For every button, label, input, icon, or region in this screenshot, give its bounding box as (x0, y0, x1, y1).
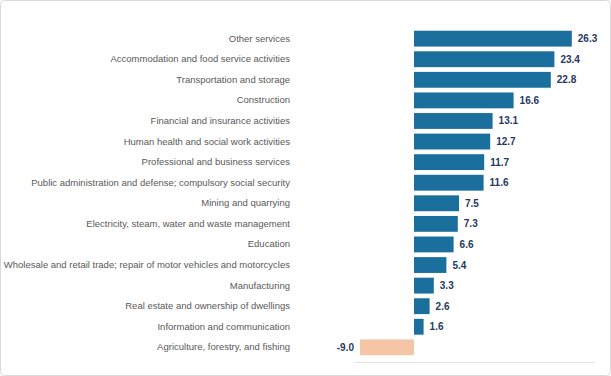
category-label: Agriculture, forestry, and fishing (157, 341, 290, 352)
bar (414, 319, 424, 335)
category-label: Construction (237, 94, 290, 105)
frame (1, 1, 611, 376)
data-label: 7.3 (464, 218, 478, 229)
category-label: Mining and quarrying (201, 197, 290, 208)
chart: Other services Accommodation and food ser… (0, 0, 611, 376)
bar (414, 154, 484, 170)
data-label: 7.5 (465, 198, 479, 209)
data-label: 26.3 (578, 33, 598, 44)
data-label: 1.6 (430, 321, 444, 332)
category-label: Accommodation and food service activitie… (110, 53, 290, 64)
category-label: Financial and insurance activities (151, 115, 291, 126)
category-tick: Public administration and defense; compu… (31, 177, 290, 188)
bar (414, 113, 493, 129)
bars (360, 31, 572, 356)
category-tick: Other services (229, 33, 290, 44)
bar (414, 257, 446, 273)
category-label: Manufacturing (230, 280, 290, 291)
data-label: 23.4 (560, 54, 580, 65)
category-tick: Human health and social work activities (124, 136, 291, 147)
data-label: 11.6 (490, 177, 509, 188)
data-label: 5.4 (452, 260, 466, 271)
bar (414, 31, 572, 47)
category-tick: Accommodation and food service activitie… (110, 53, 290, 64)
data-label: 11.7 (490, 157, 509, 168)
category-tick: Transportation and storage (176, 74, 290, 85)
bar (414, 72, 551, 88)
category-label: Electricity, steam, water and waste mana… (86, 218, 290, 229)
category-tick: Financial and insurance activities (151, 115, 291, 126)
bar (414, 51, 554, 67)
value-axis (355, 362, 595, 363)
category-label: Other services (229, 33, 290, 44)
bar (414, 134, 490, 150)
category-tick: Agriculture, forestry, and fishing (157, 341, 290, 352)
data-label: 16.6 (520, 95, 540, 106)
data-label: -9.0 (337, 342, 355, 353)
data-label: 2.6 (436, 301, 450, 312)
category-label: Real estate and ownership of dwellings (125, 300, 290, 311)
category-tick: Mining and quarrying (201, 197, 290, 208)
category-label: Public administration and defense; compu… (31, 177, 290, 188)
category-label: Education (248, 238, 290, 249)
category-tick: Wholesale and retail trade; repair of mo… (4, 259, 290, 270)
category-axis: Other services Accommodation and food ser… (4, 33, 291, 353)
category-label: Transportation and storage (176, 74, 290, 85)
data-label: 13.1 (499, 115, 519, 126)
category-tick: Manufacturing (230, 280, 290, 291)
value-axis-line (355, 362, 595, 363)
bar (414, 175, 484, 191)
data-label: 12.7 (496, 136, 516, 147)
category-label: Information and communication (157, 321, 290, 332)
data-labels: 26.3 23.4 22.8 16.613.1 12.7 11.7 11.6 7.5 7.3 6.… (337, 33, 598, 353)
data-label: 22.8 (557, 74, 577, 85)
category-label: Wholesale and retail trade; repair of mo… (4, 259, 290, 270)
data-label: 6.6 (460, 239, 474, 250)
category-tick: Professional and business services (142, 156, 291, 167)
category-tick: Education (248, 238, 290, 249)
category-tick: Construction (237, 94, 290, 105)
category-tick: Real estate and ownership of dwellings (125, 300, 290, 311)
data-label: 3.3 (440, 280, 454, 291)
bar (414, 237, 454, 253)
bar (360, 339, 414, 355)
bar (414, 92, 514, 108)
category-label: Human health and social work activities (124, 136, 291, 147)
category-tick: Electricity, steam, water and waste mana… (86, 218, 290, 229)
bar (414, 195, 459, 211)
bar (414, 298, 430, 314)
bar (414, 216, 458, 232)
category-tick: Information and communication (157, 321, 290, 332)
category-label: Professional and business services (142, 156, 291, 167)
bar (414, 278, 434, 294)
